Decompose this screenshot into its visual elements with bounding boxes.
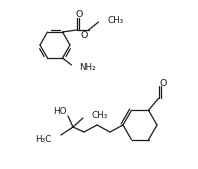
Text: NH₂: NH₂ (80, 64, 96, 73)
Text: O: O (81, 31, 88, 40)
Text: H₃C: H₃C (35, 136, 51, 144)
Text: O: O (160, 79, 167, 88)
Text: HO: HO (53, 106, 67, 115)
Text: CH₃: CH₃ (108, 16, 124, 25)
Text: CH₃: CH₃ (92, 111, 108, 119)
Text: O: O (76, 9, 83, 19)
